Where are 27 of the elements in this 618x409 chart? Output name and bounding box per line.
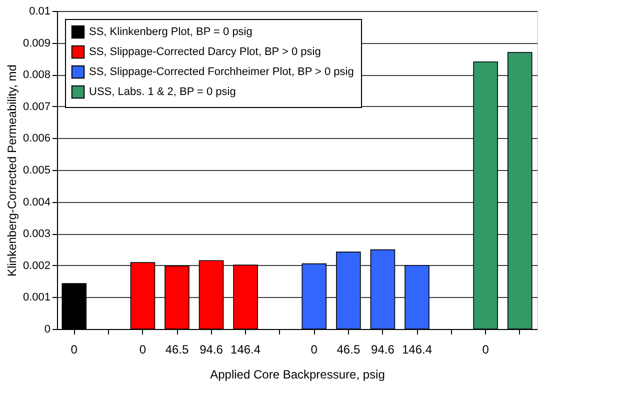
legend-label: SS, Slippage-Corrected Forchheimer Plot, BP > 0 psig <box>89 66 354 78</box>
legend-label: USS, Labs. 1 & 2, BP = 0 psig <box>89 86 236 98</box>
y-tick-label: 0.009 <box>22 37 50 50</box>
y-tick-label: 0.005 <box>22 164 50 176</box>
y-tick-label: 0.01 <box>29 6 50 18</box>
x-tick-label: 46.5 <box>165 342 189 356</box>
x-tick-label: 94.6 <box>371 342 395 356</box>
y-tick-label: 0.003 <box>22 228 50 240</box>
y-tick-label: 0.001 <box>22 292 50 304</box>
legend-label: SS, Klinkenberg Plot, BP = 0 psig <box>89 26 252 38</box>
legend-label: SS, Slippage-Corrected Darcy Plot, BP > 0 psig <box>89 46 321 58</box>
x-tick-label: 46.5 <box>336 342 360 356</box>
x-tick-label: 94.6 <box>200 342 224 356</box>
y-tick-label: 0.008 <box>22 69 50 82</box>
y-tick-label: 0.004 <box>22 196 50 208</box>
y-tick-label: 0.007 <box>22 100 50 113</box>
x-tick-label: 0 <box>310 342 318 356</box>
x-tick-label: 146.4 <box>402 342 432 356</box>
y-tick-label: 0.006 <box>22 132 50 145</box>
y-tick-label: 0 <box>44 324 50 336</box>
x-tick-label: 0 <box>139 342 146 356</box>
x-tick-label: 0 <box>70 342 78 356</box>
y-axis-title: Klinkenberg-Corrected Permeability, md <box>4 64 19 276</box>
x-axis-title: Applied Core Backpressure, psig <box>210 368 385 382</box>
x-tick-label: 146.4 <box>230 342 261 356</box>
y-tick-label: 0.002 <box>22 260 50 272</box>
x-tick-label: 0 <box>482 342 490 356</box>
